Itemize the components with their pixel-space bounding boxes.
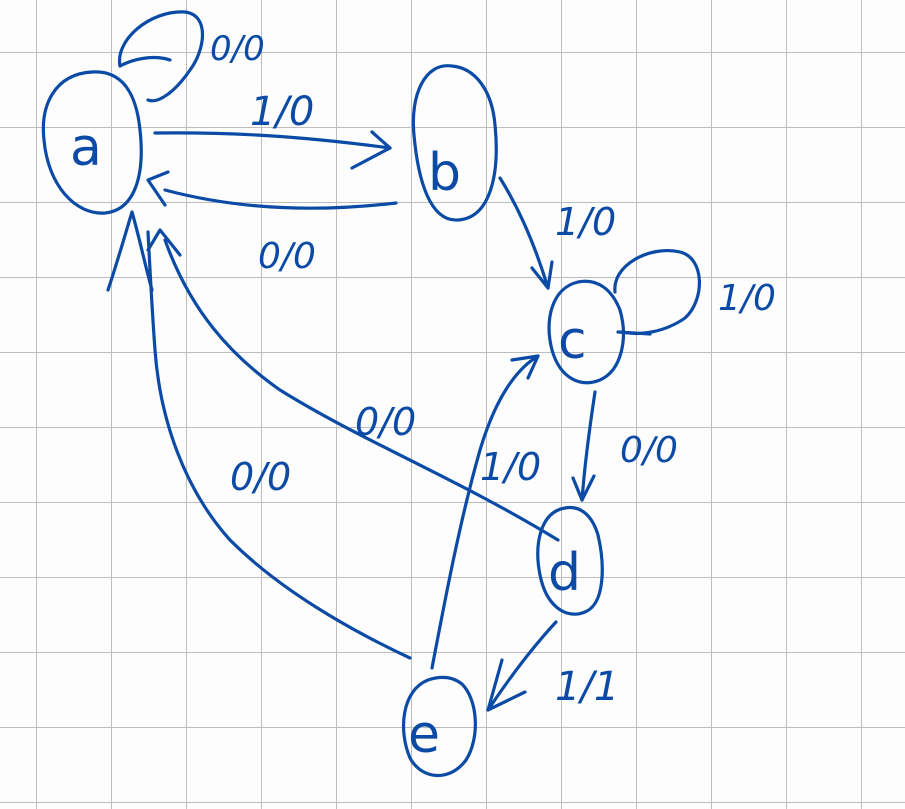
label-d-to-a: 0/0	[355, 400, 416, 444]
transition-c-self: 1/0	[613, 249, 776, 336]
transition-d-to-a: 0/0	[146, 228, 560, 542]
state-e: e	[402, 675, 477, 778]
transition-c-to-d: 0/0	[571, 390, 678, 502]
state-d: d	[536, 505, 604, 616]
state-a-label: a	[70, 118, 102, 178]
state-c: c	[547, 279, 625, 385]
transition-a-to-b: 1/0	[153, 89, 392, 170]
state-c-label: c	[558, 311, 587, 371]
state-d-label: d	[548, 543, 581, 603]
label-a-to-b: 1/0	[250, 89, 314, 135]
label-d-to-e: 1/1	[555, 664, 619, 710]
transition-b-to-a: 0/0	[146, 170, 398, 277]
state-a: a	[41, 70, 143, 215]
label-c-self: 1/0	[718, 278, 776, 319]
transition-a-self: 0/0	[118, 10, 265, 103]
label-b-to-c: 1/0	[555, 200, 616, 244]
label-a-self: 0/0	[210, 29, 265, 69]
label-e-to-c: 1/0	[480, 445, 541, 489]
label-b-to-a: 0/0	[258, 236, 316, 277]
state-b: b	[411, 64, 498, 222]
state-b-label: b	[428, 143, 461, 203]
transition-b-to-c: 1/0	[498, 176, 616, 290]
label-e-to-a: 0/0	[230, 455, 291, 499]
transition-e-to-c: 1/0	[430, 354, 541, 670]
transition-d-to-e: 1/1	[486, 620, 619, 712]
transition-e-to-a: 0/0	[106, 210, 412, 660]
label-c-to-d: 0/0	[620, 430, 678, 471]
state-e-label: e	[408, 705, 440, 765]
